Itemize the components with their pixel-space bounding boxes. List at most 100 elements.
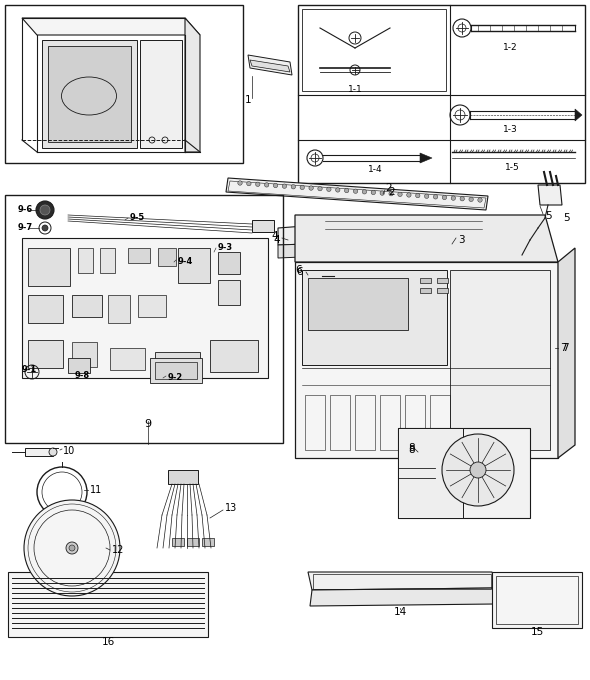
- Text: 2: 2: [388, 187, 395, 197]
- Polygon shape: [295, 262, 558, 458]
- Text: 9: 9: [145, 419, 152, 429]
- Bar: [172, 538, 184, 546]
- Text: 6: 6: [296, 265, 302, 275]
- Text: 9-7: 9-7: [18, 224, 33, 233]
- Circle shape: [69, 545, 75, 551]
- Polygon shape: [278, 240, 420, 258]
- Bar: [305, 395, 325, 450]
- Bar: [398, 428, 463, 518]
- Circle shape: [36, 201, 54, 219]
- Bar: [454, 278, 465, 283]
- Text: 1: 1: [245, 95, 251, 105]
- Circle shape: [442, 434, 514, 506]
- Text: 15: 15: [530, 627, 543, 637]
- Text: 1-4: 1-4: [368, 165, 382, 175]
- Text: 9-3: 9-3: [218, 243, 233, 252]
- Polygon shape: [278, 222, 420, 245]
- Polygon shape: [420, 153, 432, 163]
- Bar: [298, 5, 585, 183]
- Polygon shape: [308, 572, 496, 590]
- Circle shape: [478, 198, 482, 202]
- Circle shape: [415, 193, 420, 198]
- Circle shape: [291, 184, 296, 189]
- Bar: [78, 248, 93, 273]
- Text: 4: 4: [271, 231, 278, 241]
- Text: 13: 13: [225, 503, 237, 513]
- Bar: [28, 248, 70, 286]
- Bar: [471, 278, 482, 283]
- Bar: [420, 278, 431, 283]
- Circle shape: [66, 542, 78, 554]
- Text: 4: 4: [273, 235, 280, 245]
- Bar: [405, 395, 425, 450]
- Circle shape: [460, 197, 464, 201]
- Bar: [155, 352, 200, 374]
- Bar: [302, 9, 446, 91]
- Text: 8: 8: [408, 445, 415, 455]
- Circle shape: [442, 195, 447, 200]
- Bar: [437, 288, 448, 293]
- Circle shape: [389, 192, 394, 196]
- Text: 9-2: 9-2: [168, 373, 183, 382]
- Circle shape: [336, 188, 340, 192]
- Text: 11: 11: [90, 485, 102, 495]
- Text: 1-3: 1-3: [503, 126, 517, 135]
- Circle shape: [469, 197, 473, 201]
- Circle shape: [353, 189, 358, 193]
- Text: 5: 5: [563, 213, 569, 223]
- Polygon shape: [226, 178, 488, 210]
- Bar: [187, 538, 199, 546]
- Circle shape: [451, 196, 455, 201]
- Circle shape: [434, 194, 438, 199]
- Circle shape: [398, 192, 402, 197]
- Circle shape: [264, 183, 269, 187]
- Circle shape: [49, 448, 57, 456]
- Bar: [155, 362, 197, 379]
- Circle shape: [300, 185, 304, 190]
- Bar: [430, 395, 450, 450]
- Circle shape: [470, 462, 486, 478]
- Circle shape: [40, 205, 50, 215]
- Bar: [5, 5, 243, 163]
- Text: 1-5: 1-5: [504, 163, 519, 173]
- Polygon shape: [295, 215, 558, 262]
- Bar: [308, 278, 408, 330]
- Bar: [150, 358, 202, 383]
- Text: 16: 16: [101, 637, 114, 647]
- Bar: [471, 288, 482, 293]
- Polygon shape: [318, 218, 490, 232]
- Circle shape: [238, 181, 242, 185]
- Circle shape: [327, 187, 331, 192]
- Bar: [158, 248, 176, 266]
- Text: 10: 10: [63, 446, 76, 456]
- Bar: [128, 248, 150, 263]
- Polygon shape: [558, 248, 575, 458]
- Circle shape: [24, 500, 120, 596]
- Circle shape: [380, 191, 385, 195]
- Bar: [68, 358, 90, 373]
- Bar: [110, 348, 145, 370]
- Bar: [28, 295, 63, 323]
- Bar: [25, 448, 53, 456]
- Bar: [218, 280, 240, 305]
- Bar: [492, 572, 582, 628]
- Text: 7: 7: [562, 343, 569, 353]
- Text: 14: 14: [394, 607, 407, 617]
- Bar: [380, 395, 400, 450]
- Text: 9-8: 9-8: [75, 371, 90, 379]
- Bar: [313, 574, 491, 589]
- Text: 6: 6: [296, 267, 303, 277]
- Polygon shape: [398, 428, 530, 518]
- Bar: [48, 46, 131, 142]
- Text: 12: 12: [112, 545, 124, 555]
- Bar: [488, 278, 499, 283]
- Text: 1-1: 1-1: [348, 86, 362, 95]
- Bar: [312, 271, 320, 281]
- Circle shape: [255, 182, 260, 186]
- Text: 9-6: 9-6: [18, 205, 33, 214]
- Bar: [100, 248, 115, 273]
- Text: 2: 2: [385, 183, 392, 193]
- Bar: [72, 295, 102, 317]
- Polygon shape: [185, 18, 200, 152]
- Text: 3: 3: [458, 235, 465, 245]
